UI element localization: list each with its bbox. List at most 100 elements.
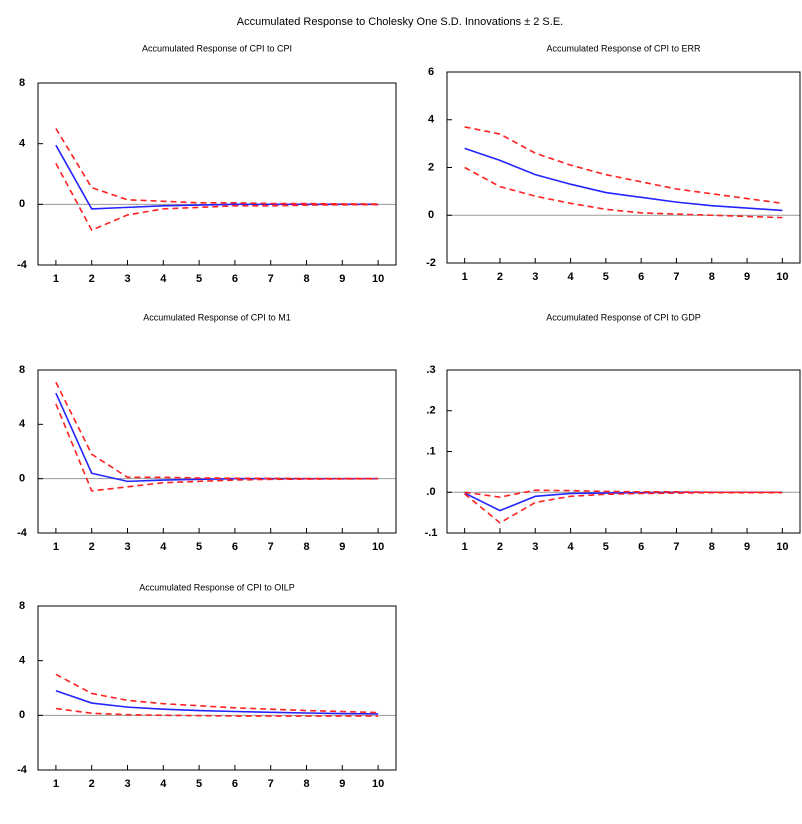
x-tick-label: 1 bbox=[462, 541, 468, 553]
x-tick-label: 6 bbox=[638, 271, 644, 283]
x-tick-label: 8 bbox=[303, 541, 309, 553]
x-tick-label: 8 bbox=[709, 541, 715, 553]
x-tick-label: 7 bbox=[673, 271, 679, 283]
x-tick-label: 9 bbox=[339, 778, 345, 790]
y-tick-label: 4 bbox=[19, 138, 26, 150]
band-line bbox=[55, 381, 379, 480]
y-tick-label: 0 bbox=[19, 473, 25, 485]
response-line bbox=[55, 144, 379, 210]
y-tick-label: .1 bbox=[426, 445, 435, 457]
x-tick-label: 1 bbox=[462, 271, 468, 283]
x-tick-label: 10 bbox=[372, 273, 384, 285]
x-tick-label: 6 bbox=[638, 541, 644, 553]
x-tick-label: 4 bbox=[567, 271, 574, 283]
x-tick-label: 4 bbox=[160, 273, 167, 285]
x-tick-label: 1 bbox=[53, 778, 59, 790]
y-tick-label: 2 bbox=[428, 161, 434, 173]
x-tick-label: 2 bbox=[89, 778, 95, 790]
x-tick-label: 5 bbox=[603, 271, 609, 283]
band-line bbox=[464, 491, 783, 524]
y-tick-label: .3 bbox=[426, 364, 435, 376]
x-tick-label: 10 bbox=[372, 778, 384, 790]
panel-title: Accumulated Response of CPI to ERR bbox=[546, 43, 701, 53]
y-tick-label: -2 bbox=[426, 257, 436, 269]
x-tick-label: 10 bbox=[372, 541, 384, 553]
x-tick-label: 1 bbox=[53, 541, 59, 553]
x-tick-label: 6 bbox=[232, 778, 238, 790]
x-tick-label: 7 bbox=[268, 541, 274, 553]
band-line bbox=[55, 163, 379, 232]
panel: Accumulated Response of CPI to ERR -2 0 2 4 6… bbox=[426, 43, 801, 283]
x-tick-label: 5 bbox=[196, 273, 202, 285]
x-tick-label: 6 bbox=[232, 273, 238, 285]
x-tick-label: 8 bbox=[303, 273, 309, 285]
x-tick-label: 9 bbox=[744, 271, 750, 283]
x-tick-label: 9 bbox=[339, 273, 345, 285]
y-tick-label: -.1 bbox=[425, 527, 438, 539]
x-tick-label: 3 bbox=[532, 271, 538, 283]
x-tick-label: 6 bbox=[232, 541, 238, 553]
x-tick-label: 3 bbox=[532, 541, 538, 553]
response-line bbox=[55, 689, 379, 715]
x-tick-label: 2 bbox=[89, 541, 95, 553]
x-tick-label: 2 bbox=[497, 271, 503, 283]
x-tick-label: 1 bbox=[53, 273, 59, 285]
x-tick-label: 5 bbox=[603, 541, 609, 553]
panel-title: Accumulated Response of CPI to M1 bbox=[143, 312, 291, 322]
x-tick-label: 9 bbox=[339, 541, 345, 553]
x-tick-label: 3 bbox=[124, 541, 130, 553]
x-tick-label: 8 bbox=[709, 271, 715, 283]
band-line bbox=[55, 707, 379, 717]
panel-title: Accumulated Response of CPI to OILP bbox=[139, 582, 295, 592]
x-tick-label: 4 bbox=[160, 541, 167, 553]
x-tick-label: 5 bbox=[196, 778, 202, 790]
y-tick-label: 0 bbox=[19, 198, 25, 210]
plot-frame bbox=[446, 369, 801, 534]
response-line bbox=[55, 392, 379, 483]
panel-title: Accumulated Response of CPI to GDP bbox=[546, 312, 701, 322]
plot-frame bbox=[446, 71, 801, 264]
band-line bbox=[464, 126, 783, 205]
plot-frame bbox=[37, 82, 397, 266]
y-tick-label: 0 bbox=[428, 209, 434, 221]
band-line bbox=[464, 166, 783, 219]
band-line bbox=[55, 128, 379, 205]
y-tick-label: -4 bbox=[17, 764, 28, 776]
x-tick-label: 3 bbox=[124, 273, 130, 285]
y-tick-label: 4 bbox=[19, 418, 26, 430]
y-tick-label: 8 bbox=[19, 364, 25, 376]
x-tick-label: 7 bbox=[268, 273, 274, 285]
x-tick-label: 2 bbox=[497, 541, 503, 553]
band-line bbox=[55, 403, 379, 492]
x-tick-label: 8 bbox=[303, 778, 309, 790]
plot-frame bbox=[37, 605, 397, 771]
y-tick-label: 8 bbox=[19, 600, 25, 612]
panel: Accumulated Response of CPI to GDP -.1 .0.… bbox=[425, 312, 801, 553]
panel: Accumulated Response of CPI to OILP -4 0 4 8… bbox=[17, 582, 397, 790]
panel-title: Accumulated Response of CPI to CPI bbox=[142, 43, 292, 53]
y-tick-label: 8 bbox=[19, 77, 25, 89]
x-tick-label: 10 bbox=[776, 271, 788, 283]
y-tick-label: .2 bbox=[426, 405, 435, 417]
y-tick-label: -4 bbox=[17, 527, 28, 539]
plot-frame bbox=[37, 369, 397, 534]
panel: Accumulated Response of CPI to CPI -4 0 4 8 1… bbox=[17, 43, 397, 285]
x-tick-label: 7 bbox=[268, 778, 274, 790]
response-line bbox=[464, 147, 783, 212]
x-tick-label: 4 bbox=[160, 778, 167, 790]
y-tick-label: 6 bbox=[428, 66, 434, 78]
y-tick-label: 0 bbox=[19, 709, 25, 721]
x-tick-label: 2 bbox=[89, 273, 95, 285]
figure-title: Accumulated Response to Cholesky One S.D… bbox=[237, 16, 563, 28]
y-tick-label: 4 bbox=[428, 114, 435, 126]
y-tick-label: .0 bbox=[426, 486, 435, 498]
x-tick-label: 10 bbox=[776, 541, 788, 553]
y-tick-label: -4 bbox=[17, 259, 28, 271]
x-tick-label: 4 bbox=[567, 541, 574, 553]
response-line bbox=[464, 491, 783, 512]
x-tick-label: 5 bbox=[196, 541, 202, 553]
y-tick-label: 4 bbox=[19, 655, 26, 667]
band-line bbox=[55, 673, 379, 714]
